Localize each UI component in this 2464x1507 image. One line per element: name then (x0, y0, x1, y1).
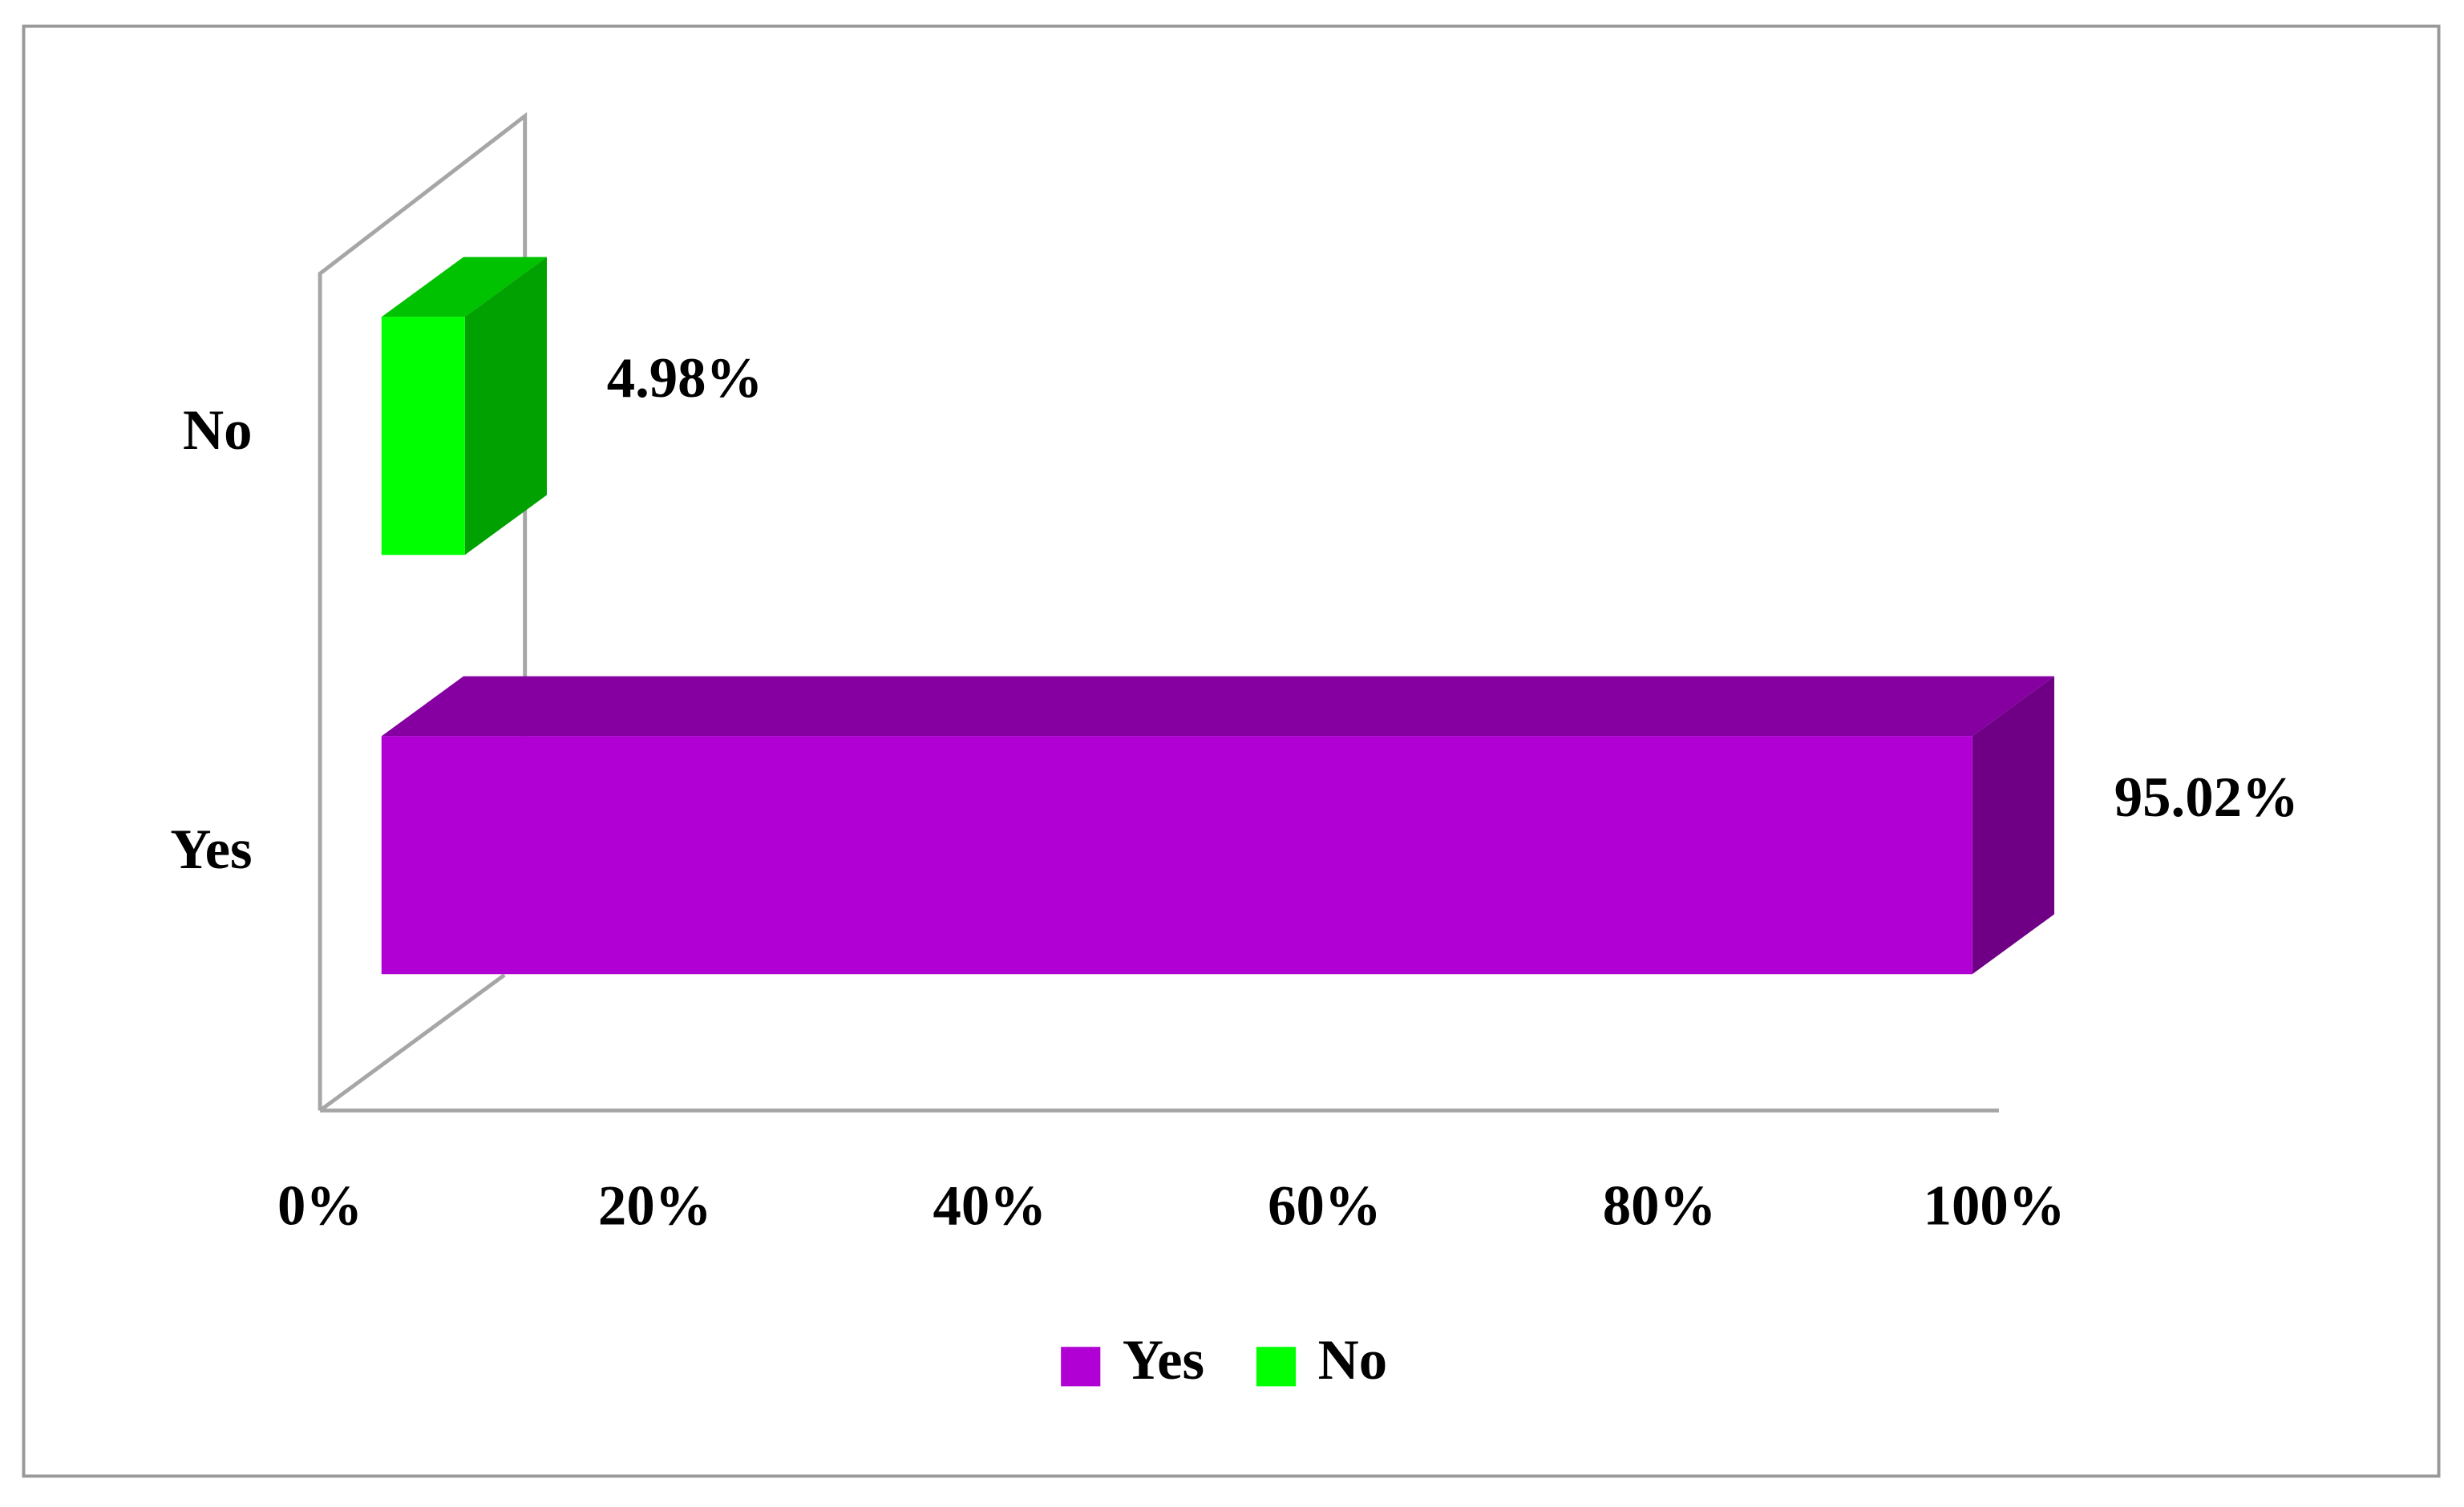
bar-top (381, 676, 2055, 737)
bar-side (464, 257, 548, 556)
legend-label: Yes (1123, 1329, 1204, 1392)
legend-label: No (1318, 1329, 1388, 1392)
data-label: 95.02% (2114, 766, 2299, 829)
bar-side (1972, 676, 2055, 975)
bar-top (381, 257, 548, 317)
x-tick-label: 20% (598, 1174, 712, 1237)
back-wall (318, 111, 2000, 1113)
x-tick-label: 60% (1268, 1174, 1382, 1237)
y-tick-label: Yes (170, 818, 252, 881)
legend-swatch (1256, 1347, 1297, 1387)
x-tick-label: 40% (933, 1174, 1047, 1237)
x-tick-label: 0% (277, 1174, 362, 1237)
bar (381, 317, 465, 556)
y-tick-label: No (183, 399, 252, 462)
legend-swatch (1061, 1347, 1101, 1387)
data-label: 4.98% (607, 347, 763, 410)
x-tick-label: 80% (1603, 1174, 1717, 1237)
x-tick-label: 100% (1924, 1174, 2065, 1237)
bar (381, 736, 1972, 975)
